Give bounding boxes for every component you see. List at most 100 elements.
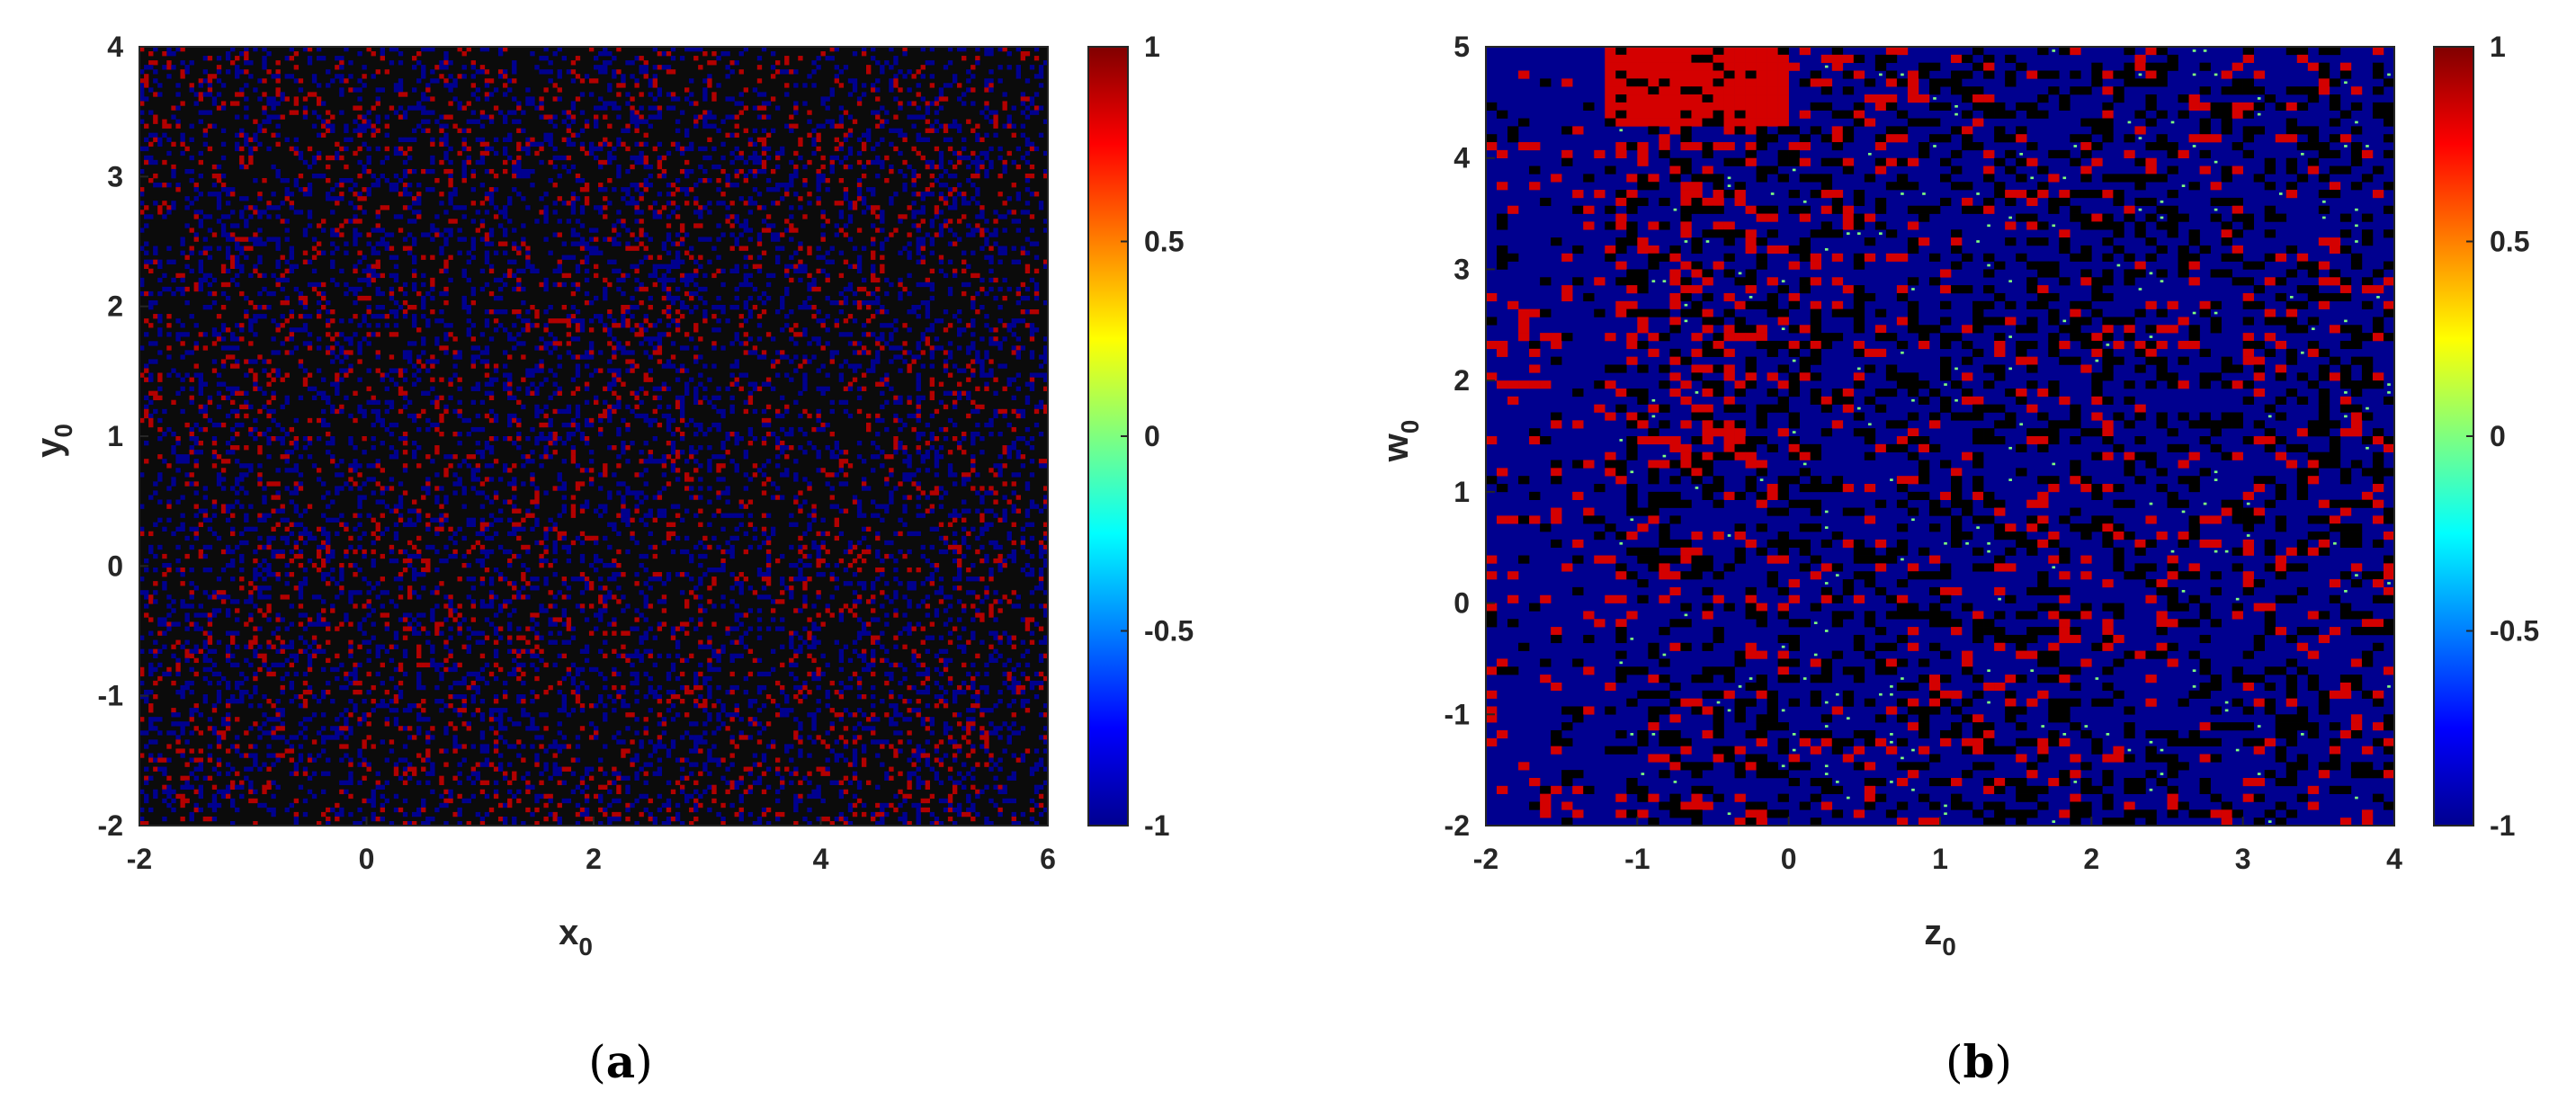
heatmap-cell (497, 477, 504, 482)
heatmap-cell (720, 281, 726, 288)
heatmap-cell (525, 137, 531, 143)
heatmap-cell (311, 78, 318, 84)
heatmap-cell (398, 286, 404, 292)
heatmap-cell (543, 214, 549, 219)
heatmap-cell (943, 359, 949, 364)
heatmap-cell (916, 223, 921, 228)
heatmap-cell (789, 264, 794, 269)
heatmap-cell (398, 408, 404, 415)
heatmap-cell (761, 150, 767, 156)
heatmap-cell (893, 345, 899, 351)
heatmap-cell (707, 110, 712, 115)
heatmap-cell (630, 74, 635, 79)
heatmap-cell (752, 173, 758, 179)
heatmap-cell (966, 377, 971, 382)
heatmap-cell (920, 281, 926, 288)
heatmap-cell (230, 426, 236, 433)
heatmap-cell (770, 336, 776, 342)
heatmap-cell (952, 422, 958, 428)
heatmap-cell (765, 477, 772, 482)
heatmap-cell (244, 164, 249, 170)
heatmap-cell (284, 454, 290, 460)
heatmap-cell (761, 463, 767, 469)
heatmap-cell (661, 363, 667, 369)
heatmap-cell (398, 60, 404, 66)
heatmap-cell (430, 159, 435, 165)
heatmap-cell (648, 105, 653, 111)
heatmap-cell (684, 159, 690, 165)
heatmap-cell (670, 450, 676, 455)
heatmap-cell (966, 87, 971, 93)
heatmap-cell (802, 332, 808, 337)
heatmap-cell (244, 205, 249, 210)
heatmap-cell (875, 173, 881, 179)
heatmap-cell (907, 205, 912, 210)
heatmap-cell (512, 477, 517, 482)
heatmap-cell (902, 350, 908, 355)
heatmap-cell (871, 210, 876, 215)
heatmap-cell (293, 345, 300, 351)
heatmap-cell (612, 241, 617, 246)
heatmap-cell (235, 132, 240, 138)
heatmap-cell (1042, 408, 1049, 415)
heatmap-cell (289, 450, 294, 455)
heatmap-cell (670, 277, 676, 283)
heatmap-cell (852, 341, 858, 346)
heatmap-cell (716, 223, 721, 228)
heatmap-cell (503, 205, 508, 210)
heatmap-cell (507, 413, 513, 419)
heatmap-cell (339, 146, 344, 152)
heatmap-cell (375, 354, 380, 360)
heatmap-cell (311, 246, 318, 251)
heatmap-cell (225, 237, 231, 242)
heatmap-cell (584, 123, 590, 129)
heatmap-cell (230, 223, 236, 228)
heatmap-cell (575, 413, 581, 419)
heatmap-cell (979, 404, 985, 410)
heatmap-cell (698, 65, 703, 70)
heatmap-cell (1006, 381, 1012, 387)
heatmap-cell (634, 205, 640, 210)
heatmap-cell (216, 178, 222, 183)
heatmap-cell (570, 105, 577, 111)
heatmap-cell (175, 123, 181, 129)
heatmap-cell (488, 445, 495, 451)
heatmap-cell (412, 341, 417, 346)
heatmap-cell (657, 264, 663, 269)
heatmap-cell (357, 128, 362, 133)
heatmap-cell (466, 309, 471, 315)
heatmap-cell (189, 155, 194, 161)
heatmap-cell (166, 354, 172, 360)
heatmap-cell (820, 164, 826, 170)
heatmap-cell (775, 164, 781, 170)
heatmap-cell (516, 436, 522, 442)
heatmap-cell (938, 345, 944, 351)
heatmap-cell (157, 377, 163, 382)
heatmap-cell (934, 101, 940, 106)
heatmap-cell (594, 395, 599, 401)
heatmap-cell (970, 341, 976, 346)
heatmap-cell (543, 327, 549, 333)
heatmap-cell (648, 114, 653, 120)
heatmap-cell (534, 386, 540, 391)
heatmap-cell (820, 51, 826, 57)
heatmap-cell (738, 155, 744, 161)
heatmap-cell (357, 359, 362, 364)
heatmap-cell (1029, 381, 1035, 387)
heatmap-cell (802, 359, 808, 364)
heatmap-cell (743, 277, 748, 283)
heatmap-cell (235, 413, 240, 419)
heatmap-cell (925, 110, 930, 115)
heatmap-cell (679, 168, 685, 174)
heatmap-cell (943, 223, 949, 228)
heatmap-cell (211, 368, 218, 373)
heatmap-cell (566, 110, 572, 115)
heatmap-cell (648, 304, 653, 310)
heatmap-cell (625, 404, 631, 410)
heatmap-cell (916, 314, 921, 319)
heatmap-cell (1042, 168, 1049, 174)
heatmap-cell (988, 327, 994, 333)
heatmap-cell (353, 463, 358, 469)
heatmap-cell (402, 441, 408, 446)
heatmap-cell (530, 472, 535, 478)
